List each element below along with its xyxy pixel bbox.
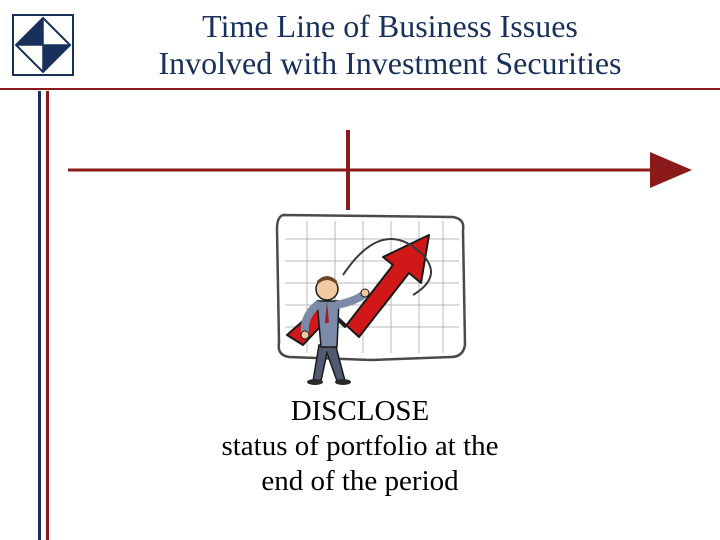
caption-block: DISCLOSE status of portfolio at the end … xyxy=(0,394,720,498)
title-line-1: Time Line of Business Issues xyxy=(90,8,690,45)
title-divider xyxy=(0,88,720,90)
diamond-company-logo xyxy=(12,14,74,76)
title-line-2: Involved with Investment Securities xyxy=(90,45,690,82)
caption-line-3: end of the period xyxy=(0,464,720,499)
caption-line-2: status of portfolio at the xyxy=(0,429,720,464)
caption-line-1: DISCLOSE xyxy=(0,394,720,429)
slide-title: Time Line of Business Issues Involved wi… xyxy=(90,8,690,82)
businessman-taming-chart-icon xyxy=(243,205,477,385)
